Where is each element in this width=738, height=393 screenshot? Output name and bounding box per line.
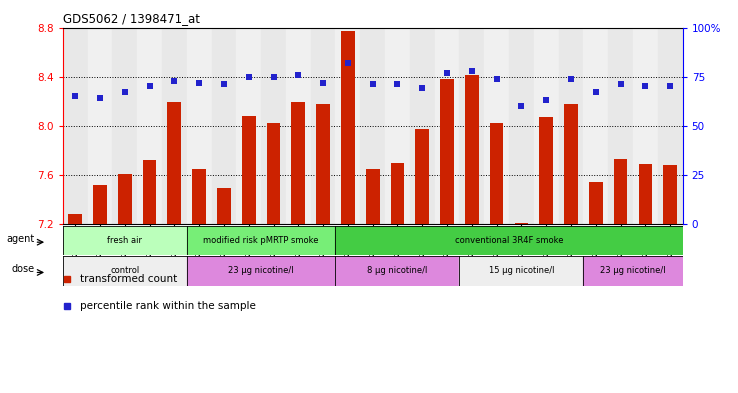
Point: [193, 79, 205, 86]
Bar: [385, 28, 410, 224]
Bar: [509, 28, 534, 224]
Bar: [614, 159, 627, 224]
Bar: [608, 28, 633, 224]
Point: [317, 79, 329, 86]
Bar: [360, 28, 385, 224]
Text: modified risk pMRTP smoke: modified risk pMRTP smoke: [204, 236, 319, 245]
Bar: [187, 28, 212, 224]
Bar: [584, 28, 608, 224]
Point: [640, 83, 652, 90]
Point: [367, 81, 379, 88]
Bar: [292, 103, 305, 224]
Text: conventional 3R4F smoke: conventional 3R4F smoke: [455, 236, 563, 245]
Bar: [63, 256, 187, 286]
Bar: [317, 104, 330, 224]
Point: [94, 95, 106, 101]
Bar: [658, 28, 683, 224]
Text: GDS5062 / 1398471_at: GDS5062 / 1398471_at: [63, 12, 200, 25]
Text: 23 μg nicotine/l: 23 μg nicotine/l: [228, 266, 294, 275]
Point: [168, 77, 180, 84]
Bar: [212, 28, 236, 224]
Bar: [137, 28, 162, 224]
Bar: [286, 28, 311, 224]
Text: percentile rank within the sample: percentile rank within the sample: [80, 301, 256, 311]
Point: [218, 81, 230, 88]
Bar: [663, 165, 677, 224]
Bar: [63, 28, 88, 224]
Bar: [118, 174, 131, 224]
Bar: [490, 123, 503, 224]
Point: [466, 68, 477, 74]
Text: dose: dose: [11, 264, 35, 274]
Bar: [187, 226, 336, 255]
Bar: [633, 28, 658, 224]
Bar: [112, 28, 137, 224]
Point: [441, 70, 453, 76]
Bar: [435, 28, 460, 224]
Text: 15 μg nicotine/l: 15 μg nicotine/l: [489, 266, 554, 275]
Bar: [336, 28, 360, 224]
Point: [342, 60, 354, 66]
Bar: [63, 226, 187, 255]
Point: [590, 89, 601, 95]
Bar: [390, 163, 404, 224]
Point: [268, 73, 280, 80]
Point: [392, 81, 404, 88]
Bar: [336, 226, 683, 255]
Bar: [217, 188, 231, 224]
Bar: [236, 28, 261, 224]
Bar: [415, 129, 429, 224]
Point: [119, 89, 131, 95]
Bar: [336, 256, 460, 286]
Point: [540, 97, 552, 103]
Point: [144, 83, 156, 90]
Text: 23 μg nicotine/l: 23 μg nicotine/l: [600, 266, 666, 275]
Bar: [187, 256, 336, 286]
Bar: [589, 182, 603, 224]
Point: [416, 85, 428, 92]
Bar: [514, 223, 528, 224]
Bar: [266, 123, 280, 224]
Text: control: control: [110, 266, 139, 275]
Bar: [441, 79, 454, 224]
Bar: [311, 28, 336, 224]
Text: agent: agent: [6, 234, 35, 244]
Bar: [261, 28, 286, 224]
Text: fresh air: fresh air: [107, 236, 142, 245]
Point: [292, 72, 304, 78]
Bar: [465, 75, 479, 224]
Bar: [242, 116, 255, 224]
Bar: [93, 185, 107, 224]
Bar: [193, 169, 206, 224]
Point: [565, 75, 577, 82]
Point: [664, 83, 676, 90]
Bar: [460, 256, 584, 286]
Bar: [534, 28, 559, 224]
Bar: [366, 169, 379, 224]
Bar: [168, 103, 181, 224]
Bar: [559, 28, 584, 224]
Point: [69, 93, 81, 99]
Bar: [88, 28, 112, 224]
Bar: [484, 28, 509, 224]
Bar: [341, 31, 355, 224]
Bar: [565, 104, 578, 224]
Bar: [410, 28, 435, 224]
Bar: [69, 214, 82, 224]
Bar: [584, 256, 683, 286]
Point: [615, 81, 627, 88]
Bar: [142, 160, 156, 224]
Bar: [638, 164, 652, 224]
Bar: [162, 28, 187, 224]
Bar: [460, 28, 484, 224]
Point: [516, 103, 528, 109]
Text: 8 μg nicotine/l: 8 μg nicotine/l: [368, 266, 428, 275]
Point: [243, 73, 255, 80]
Point: [491, 75, 503, 82]
Bar: [539, 117, 553, 224]
Text: transformed count: transformed count: [80, 274, 178, 284]
